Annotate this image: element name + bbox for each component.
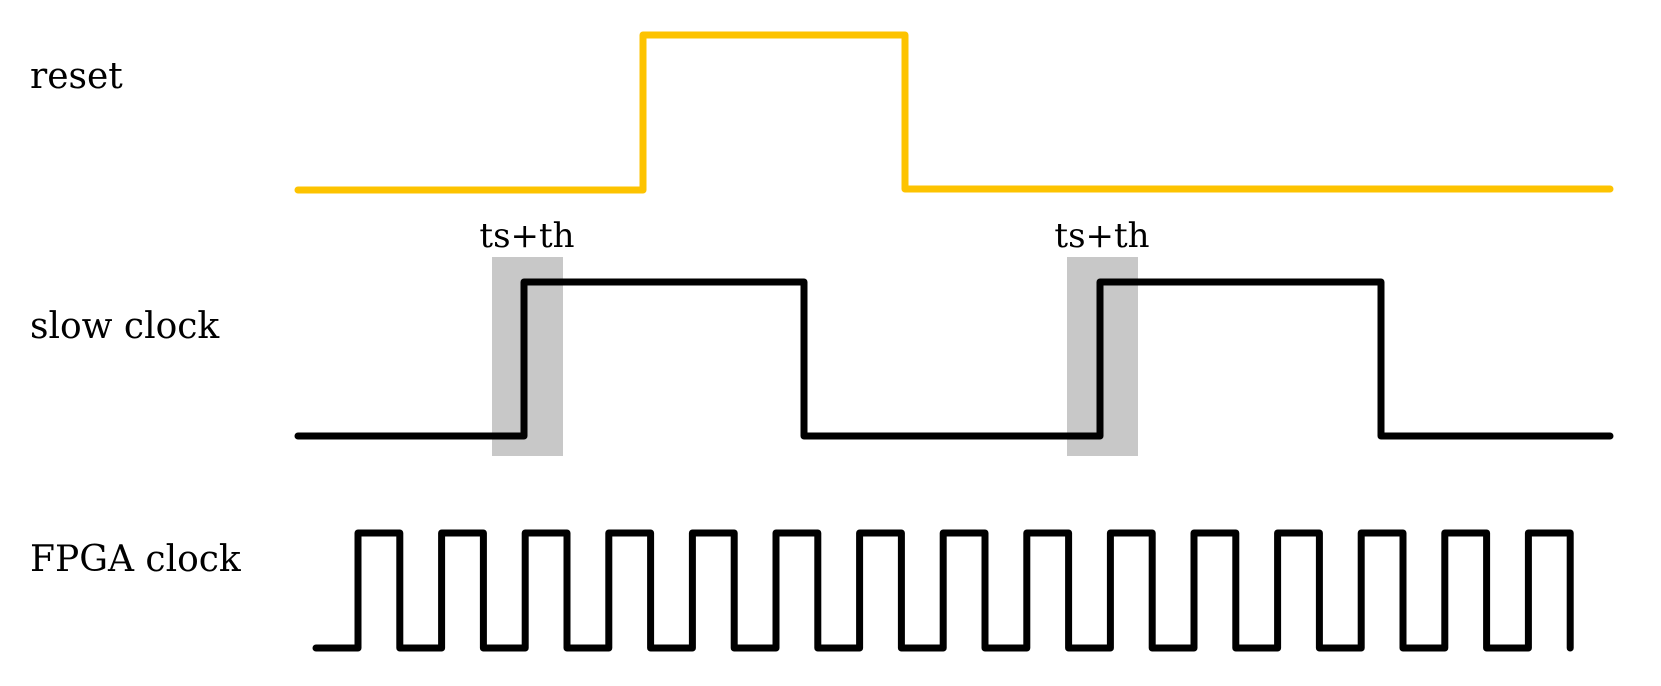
reset-waveform [294, 31, 1614, 194]
slow-clock-label: slow clock [30, 306, 220, 347]
reset-label: reset [30, 56, 123, 97]
slow-clock-waveform [294, 278, 1614, 440]
setup-hold-label-2: ts+th [1054, 216, 1149, 256]
fpga-clock-label: FPGA clock [30, 539, 242, 580]
fpga-clock-waveform [312, 529, 1574, 652]
setup-hold-label-1: ts+th [479, 216, 574, 256]
